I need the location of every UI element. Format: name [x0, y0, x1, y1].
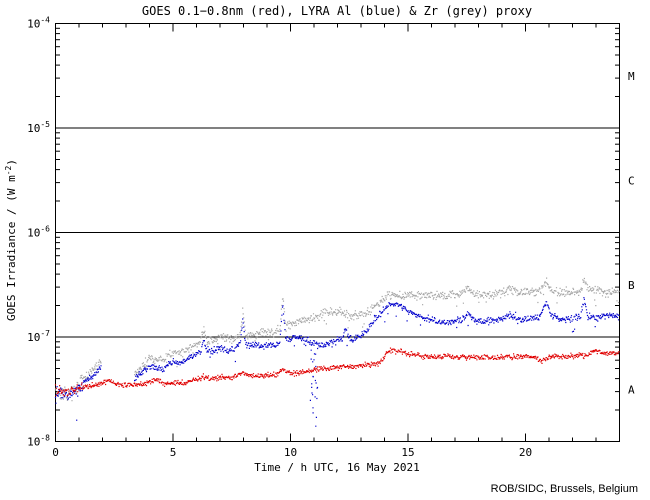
y-tick-label: 10-7 — [27, 329, 50, 344]
flare-class-label-m: M — [628, 70, 635, 83]
y-axis-label: GOES Irradiance / (W m-2) — [4, 159, 18, 321]
flare-class-label-c: C — [628, 174, 635, 187]
x-tick-label: 15 — [401, 446, 414, 459]
flare-class-boundary-lines — [55, 127, 620, 338]
x-tick-label: 20 — [519, 446, 532, 459]
flare-class-labels: M C B A — [628, 70, 635, 396]
y-tick-label: 10-5 — [27, 120, 50, 135]
y-tick-labels: 10-4 10-5 10-6 10-7 10-8 — [27, 16, 50, 449]
outlier-dots — [57, 419, 78, 432]
x-tick-labels: 0 5 10 15 20 — [52, 446, 532, 459]
series-al — [54, 297, 620, 427]
credit-text: ROB/SIDC, Brussels, Belgium — [491, 483, 638, 495]
plot-area: 0 5 10 15 20 10-4 10-5 10-6 10-7 10-8 M C B A — [27, 16, 635, 460]
flare-class-label-b: B — [628, 279, 635, 292]
x-tick-label: 5 — [170, 446, 177, 459]
x-axis-label: Time / h UTC, 16 May 2021 — [254, 461, 420, 474]
x-tick-label: 0 — [52, 446, 59, 459]
y-tick-label: 10-6 — [27, 225, 50, 240]
chart-title: GOES 0.1−0.8nm (red), LYRA Al (blue) & Z… — [142, 4, 532, 18]
x-tick-label: 10 — [284, 446, 297, 459]
y-tick-label: 10-8 — [27, 434, 50, 449]
axis-ticks — [55, 23, 620, 442]
flare-class-label-a: A — [628, 383, 635, 396]
y-tick-label: 10-4 — [27, 16, 50, 31]
